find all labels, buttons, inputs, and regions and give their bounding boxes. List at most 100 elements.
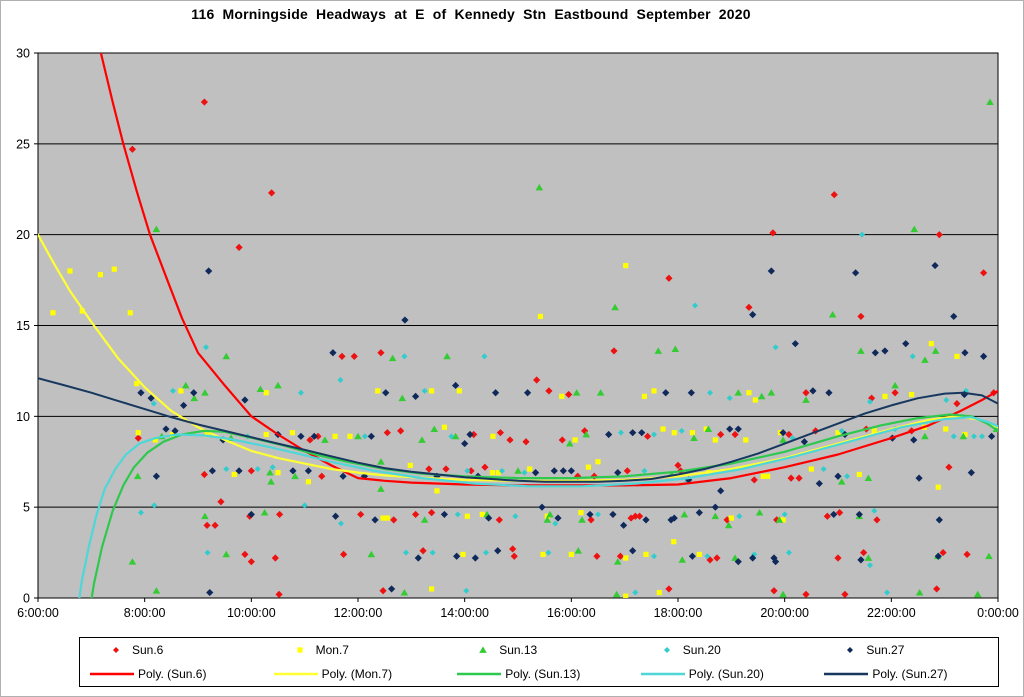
data-point [354, 432, 362, 440]
data-point [535, 183, 544, 191]
data-point [593, 552, 601, 560]
y-axis-label: 5 [23, 501, 30, 515]
data-point [954, 353, 960, 359]
data-point [180, 401, 188, 410]
data-point [943, 396, 950, 403]
data-point [440, 510, 448, 519]
data-point [565, 390, 573, 399]
data-point [162, 425, 170, 433]
x-axis-label: 22:00:00 [867, 606, 916, 620]
legend-row-markers: Sun.6 Mon.7 Sun.13 Sun.20 Sun.27 [80, 639, 998, 661]
data-point [269, 464, 276, 471]
data-point [950, 312, 958, 321]
data-point [206, 588, 214, 597]
data-point [380, 515, 386, 521]
data-point [743, 437, 749, 443]
data-point [873, 516, 881, 524]
y-axis-label: 20 [16, 228, 30, 242]
data-point [934, 552, 942, 560]
data-point [695, 509, 703, 517]
data-point [150, 400, 157, 407]
data-point [407, 462, 413, 468]
data-point [825, 389, 833, 397]
y-axis-label: 25 [16, 137, 30, 151]
data-point [980, 352, 988, 360]
series-sun-13 [128, 98, 998, 598]
data-point [499, 467, 505, 474]
data-point [567, 467, 575, 475]
data-point [891, 389, 899, 397]
data-point [656, 589, 662, 596]
data-point [254, 466, 261, 473]
data-point [665, 585, 673, 593]
data-point [931, 261, 939, 270]
data-point [629, 429, 637, 437]
legend-line-icon [273, 672, 318, 676]
data-point [401, 353, 408, 360]
data-point [546, 510, 554, 518]
data-point [985, 552, 993, 560]
data-point [418, 436, 426, 443]
data-point [521, 469, 528, 476]
data-point [451, 432, 460, 440]
data-point [963, 550, 971, 558]
data-point [200, 98, 208, 106]
data-point [540, 551, 546, 557]
data-point [375, 388, 381, 394]
data-point [595, 459, 601, 465]
data-point [581, 427, 589, 435]
data-point [644, 432, 652, 440]
data-point [712, 437, 718, 443]
data-point [651, 388, 657, 394]
data-point [939, 548, 947, 557]
data-point [772, 344, 779, 351]
data-point [667, 516, 675, 524]
data-point [305, 479, 311, 485]
legend-line-icon [824, 672, 869, 676]
data-point [612, 590, 621, 598]
data-point [461, 439, 469, 448]
data-point [623, 262, 629, 269]
data-point [935, 231, 943, 239]
legend-item-mon-7: Mon.7 [264, 643, 448, 657]
data-point [572, 389, 581, 396]
data-point [347, 433, 353, 439]
data-point [749, 311, 757, 319]
data-point [490, 433, 496, 439]
data-point [289, 467, 297, 475]
data-point [241, 550, 249, 558]
trendline-poly-sun-6- [99, 53, 998, 487]
data-point [304, 467, 312, 475]
data-point [495, 470, 501, 476]
data-point [152, 437, 158, 443]
legend-line-icon [90, 672, 134, 676]
data-point [651, 431, 657, 438]
data-point [902, 340, 910, 348]
legend-label: Poly. (Sun.27) [872, 667, 948, 681]
data-point [332, 512, 340, 520]
legend-item-poly-sun-13-: Poly. (Sun.13) [447, 667, 631, 681]
data-point [961, 349, 969, 357]
data-point [524, 389, 532, 397]
trendline-poly-sun-20- [78, 416, 998, 598]
data-point [802, 590, 810, 598]
data-point [802, 389, 810, 397]
data-point [134, 381, 140, 387]
data-point [203, 344, 209, 351]
data-point [545, 387, 553, 395]
data-point [726, 425, 734, 433]
data-point [128, 558, 137, 565]
data-point [456, 388, 462, 394]
data-point [775, 516, 784, 523]
data-point [611, 303, 619, 311]
data-point [152, 587, 161, 594]
data-point [329, 349, 337, 357]
data-point [780, 517, 786, 523]
data-point [204, 431, 210, 438]
data-point [340, 550, 348, 558]
data-point [752, 397, 758, 403]
data-point [609, 510, 617, 519]
data-point [537, 313, 543, 320]
data-point [855, 510, 863, 519]
legend-item-sun-6: Sun.6 [80, 643, 264, 657]
